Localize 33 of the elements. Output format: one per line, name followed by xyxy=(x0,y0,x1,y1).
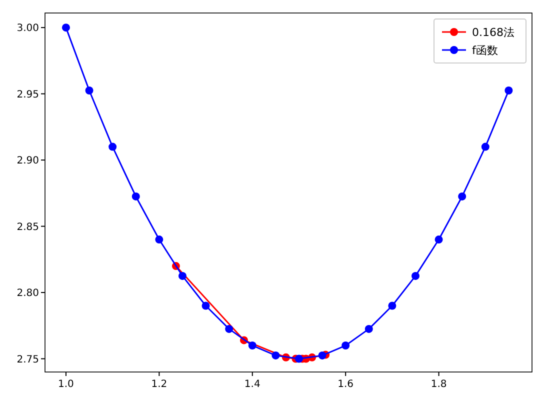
point xyxy=(272,351,280,360)
y-tick-label: 2.90 xyxy=(16,156,39,167)
point xyxy=(225,324,234,333)
x-tick-label: 1.4 xyxy=(244,379,260,390)
point xyxy=(458,192,466,200)
point xyxy=(62,24,70,32)
legend-label: 0.168法 xyxy=(472,26,514,39)
x-tick-label: 1.8 xyxy=(430,379,447,390)
point xyxy=(342,342,350,350)
point xyxy=(202,302,210,310)
y-tick-label: 2.85 xyxy=(16,222,39,233)
point xyxy=(248,342,256,350)
point xyxy=(364,324,373,333)
x-tick-label: 1.2 xyxy=(151,379,168,390)
point xyxy=(178,272,186,280)
y-tick-label: 2.80 xyxy=(16,288,39,300)
point xyxy=(294,354,303,363)
y-tick-label: 2.95 xyxy=(16,89,39,100)
legend-label: f函数 xyxy=(472,44,498,57)
x-tick-label: 1.0 xyxy=(58,379,74,390)
point xyxy=(85,86,94,94)
x-tick-label: 1.6 xyxy=(338,379,354,390)
point xyxy=(481,142,490,151)
point xyxy=(132,192,140,200)
point xyxy=(318,351,326,360)
point xyxy=(388,302,396,310)
y-tick-label: 3.00 xyxy=(16,23,39,34)
point xyxy=(411,272,420,280)
point xyxy=(155,236,164,244)
point xyxy=(504,86,513,94)
y-tick-label: 2.75 xyxy=(16,354,39,366)
point xyxy=(108,142,117,151)
point xyxy=(434,236,443,244)
